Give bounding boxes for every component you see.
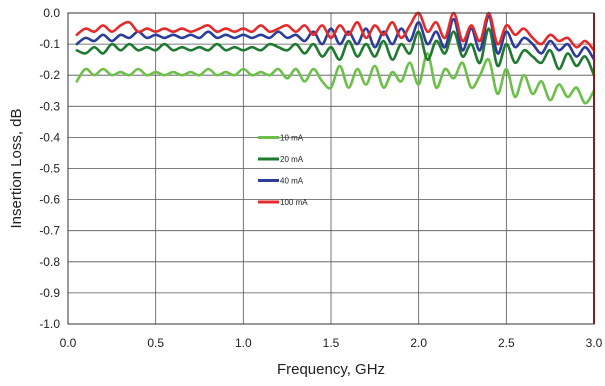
y-tick-label: -0.9 xyxy=(39,286,60,300)
x-tick-label: 0.5 xyxy=(147,336,164,350)
y-tick-labels: 0.0 -0.1 -0.2 -0.3 -0.4 -0.5 -0.6 -0.7 -0.8 -0.9 -… xyxy=(39,6,60,331)
legend-label-100-ma: 100 mA xyxy=(280,198,308,207)
legend: 10 mA 20 mA 40 mA 100 mA xyxy=(258,134,308,207)
y-tick-label: -0.5 xyxy=(39,162,60,176)
legend-label-40-ma: 40 mA xyxy=(280,177,304,186)
x-tick-label: 1.5 xyxy=(323,336,340,350)
series-line-10-ma xyxy=(75,52,596,105)
x-tick-label: 0.0 xyxy=(60,336,77,350)
y-axis-title: Insertion Loss, dB xyxy=(8,108,25,228)
y-tick-label: 0.0 xyxy=(43,6,60,20)
y-tick-label: -0.1 xyxy=(39,37,60,51)
y-tick-label: -0.7 xyxy=(39,224,60,238)
legend-label-10-ma: 10 mA xyxy=(280,134,304,143)
y-tick-label: -0.8 xyxy=(39,255,60,269)
x-axis-title: Frequency, GHz xyxy=(277,361,385,378)
x-tick-label: 3.0 xyxy=(586,336,603,350)
x-tick-labels: 0.0 0.5 1.0 1.5 2.0 2.5 3.0 xyxy=(60,336,603,350)
x-tick-label: 1.0 xyxy=(235,336,252,350)
x-tick-label: 2.0 xyxy=(410,336,427,350)
y-tick-label: -0.6 xyxy=(39,193,60,207)
y-tick-label: -1.0 xyxy=(39,317,60,331)
y-tick-label: -0.3 xyxy=(39,99,60,113)
series-line-100-ma xyxy=(75,11,596,52)
series-lines xyxy=(75,11,596,105)
y-tick-label: -0.2 xyxy=(39,68,60,82)
y-tick-label: -0.4 xyxy=(39,130,60,144)
legend-label-20-ma: 20 mA xyxy=(280,155,304,164)
x-tick-label: 2.5 xyxy=(498,336,515,350)
series-line-40-ma xyxy=(75,14,596,61)
series-line-20-ma xyxy=(75,27,596,77)
